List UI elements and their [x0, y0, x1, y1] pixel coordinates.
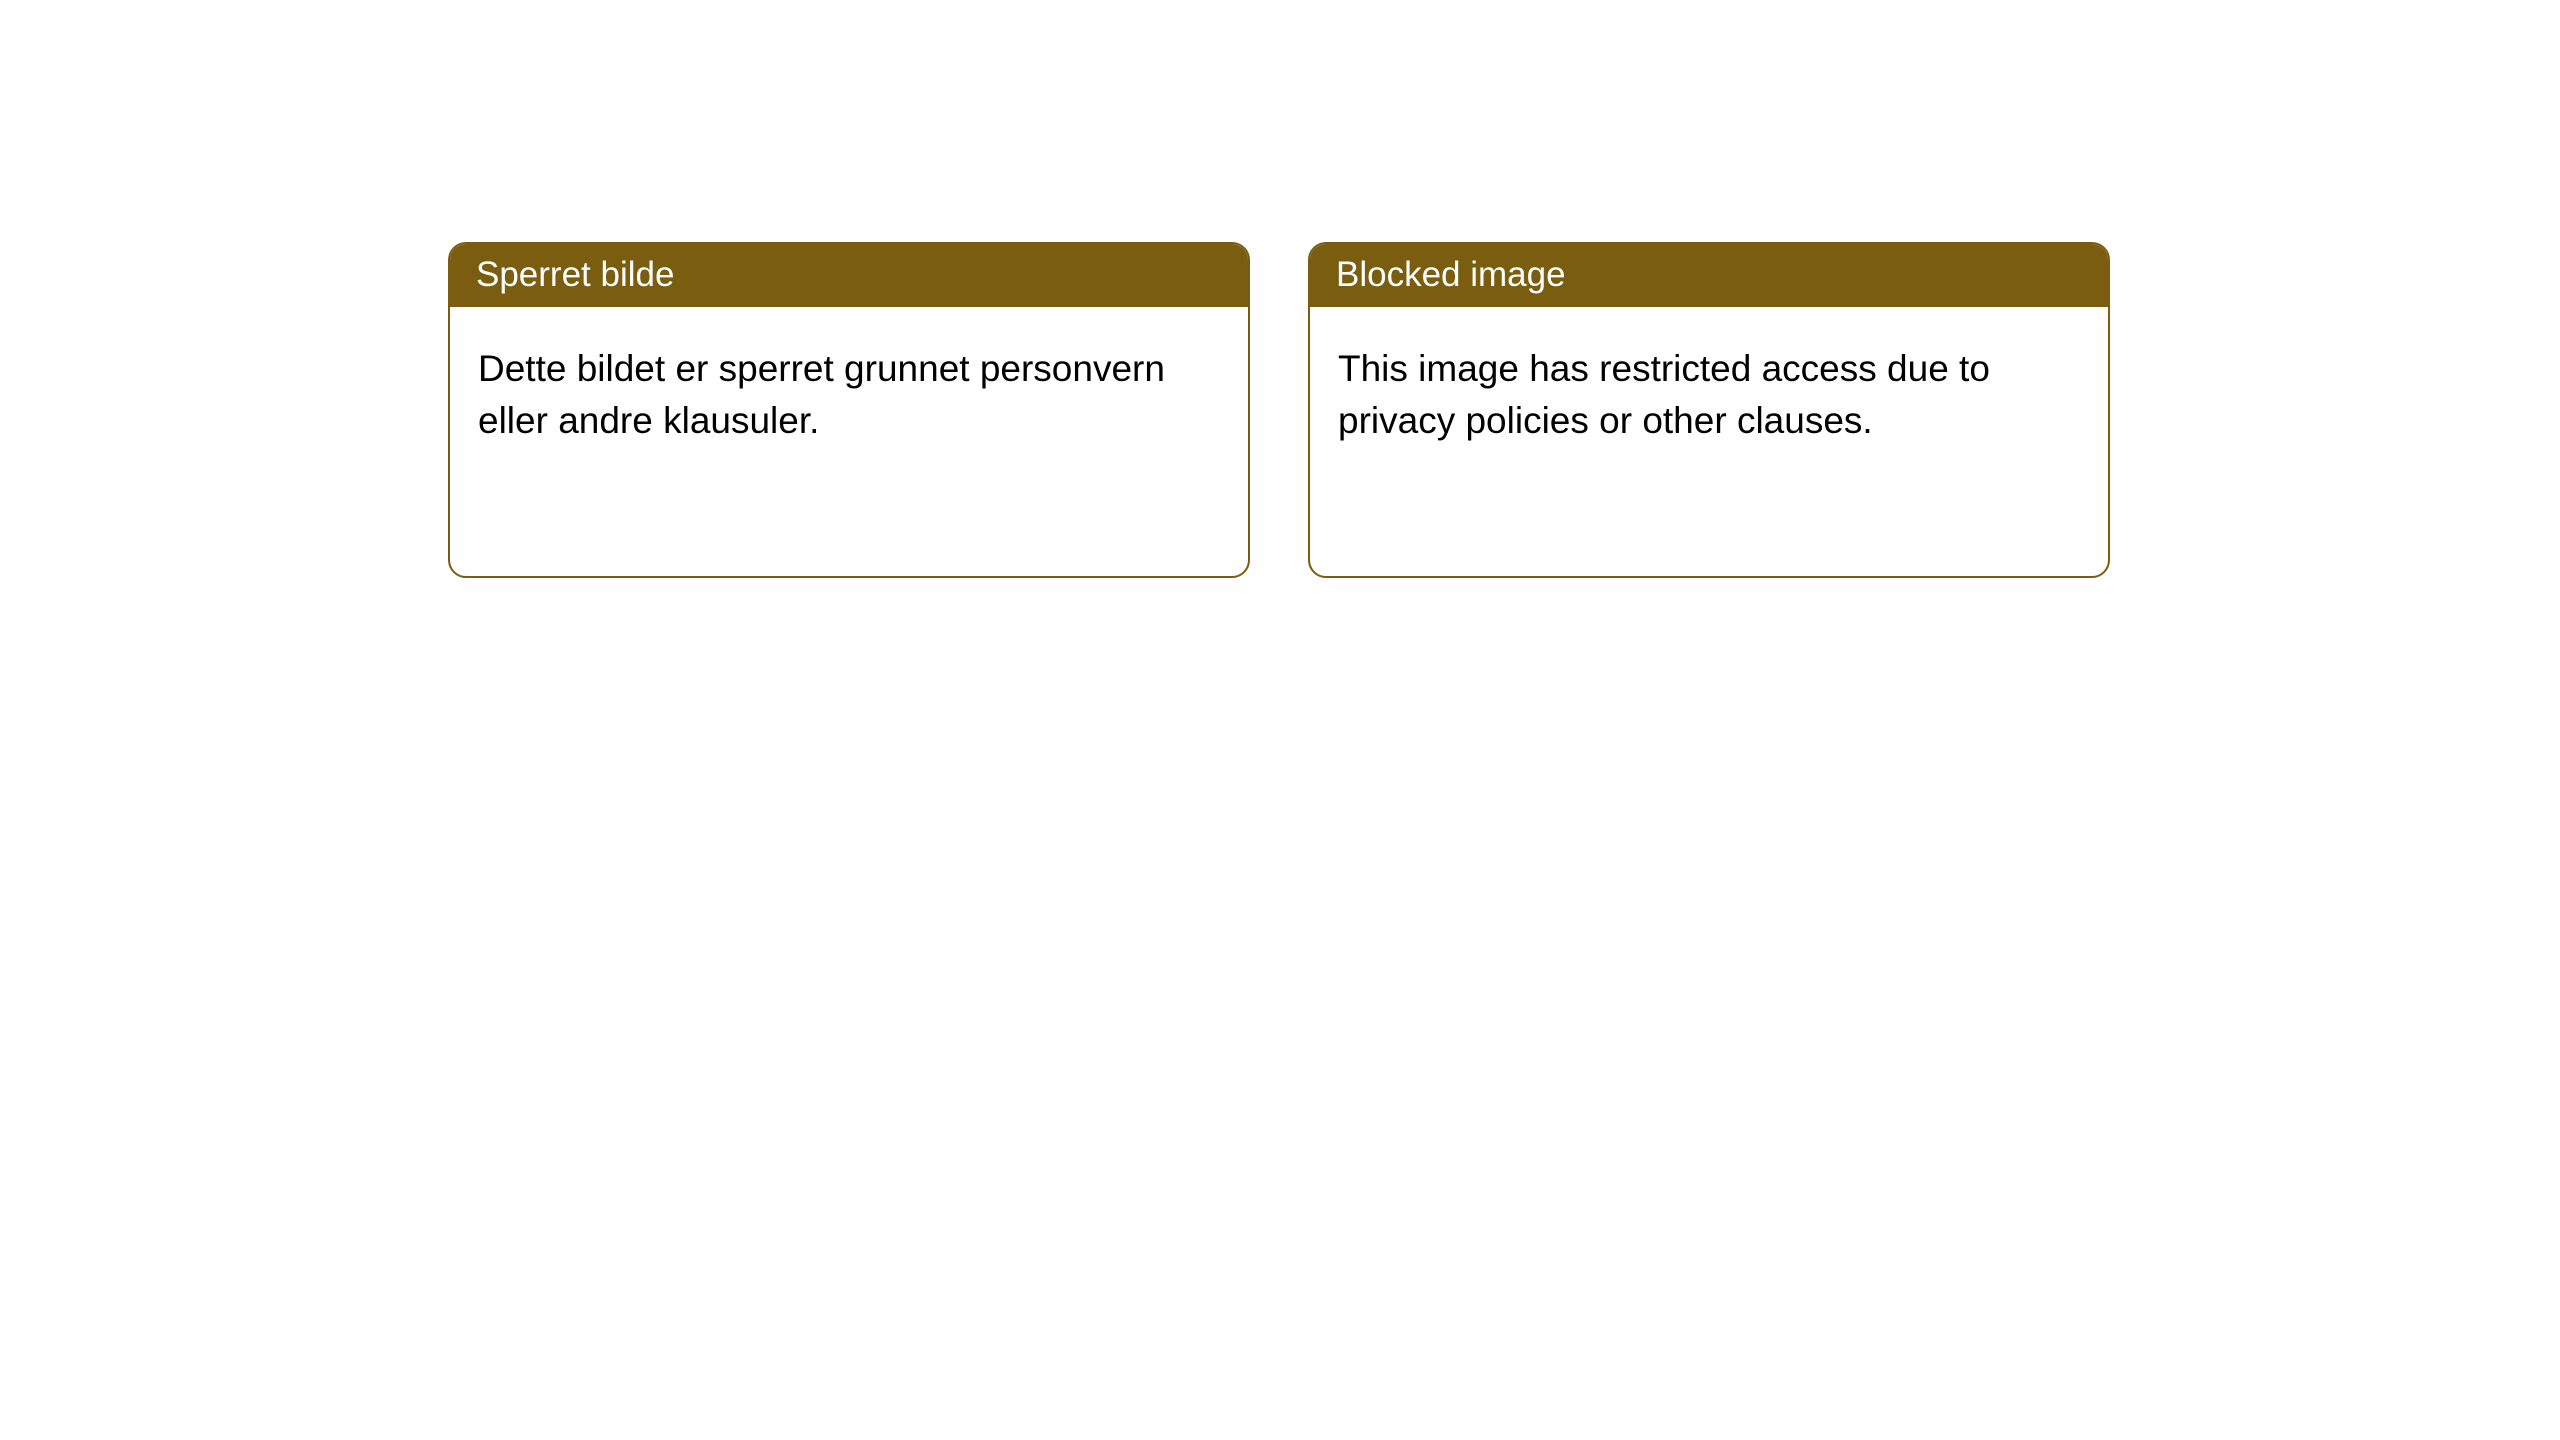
notice-container: Sperret bilde Dette bildet er sperret gr…	[448, 242, 2110, 578]
notice-card-norwegian: Sperret bilde Dette bildet er sperret gr…	[448, 242, 1250, 578]
notice-header: Sperret bilde	[450, 244, 1248, 307]
notice-body: This image has restricted access due to …	[1310, 307, 2108, 475]
notice-body: Dette bildet er sperret grunnet personve…	[450, 307, 1248, 475]
notice-card-english: Blocked image This image has restricted …	[1308, 242, 2110, 578]
notice-header: Blocked image	[1310, 244, 2108, 307]
